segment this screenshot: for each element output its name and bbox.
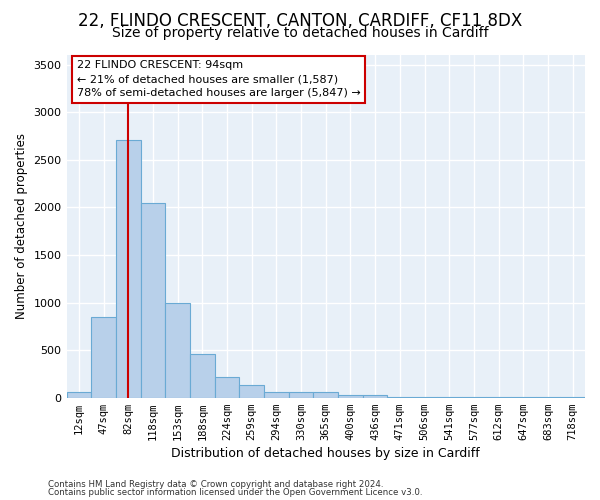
Bar (239, 386, 264, 398)
Text: 22, FLINDO CRESCENT, CANTON, CARDIFF, CF11 8DX: 22, FLINDO CRESCENT, CANTON, CARDIFF, CF… (78, 12, 522, 30)
Y-axis label: Number of detached properties: Number of detached properties (15, 134, 28, 320)
Text: Size of property relative to detached houses in Cardiff: Size of property relative to detached ho… (112, 26, 488, 40)
Text: Contains public sector information licensed under the Open Government Licence v3: Contains public sector information licen… (48, 488, 422, 497)
Bar (190, 354, 215, 398)
Bar (264, 392, 289, 398)
Bar (165, 302, 190, 398)
Bar (116, 140, 140, 398)
Bar (313, 392, 338, 398)
Bar (363, 396, 388, 398)
Bar (289, 392, 313, 398)
Bar (91, 317, 116, 398)
Bar (215, 377, 239, 398)
Bar (338, 395, 363, 398)
Text: 22 FLINDO CRESCENT: 94sqm
← 21% of detached houses are smaller (1,587)
78% of se: 22 FLINDO CRESCENT: 94sqm ← 21% of detac… (77, 60, 361, 98)
Bar (67, 392, 91, 398)
Bar (140, 202, 165, 398)
Text: Contains HM Land Registry data © Crown copyright and database right 2024.: Contains HM Land Registry data © Crown c… (48, 480, 383, 489)
X-axis label: Distribution of detached houses by size in Cardiff: Distribution of detached houses by size … (172, 447, 480, 460)
